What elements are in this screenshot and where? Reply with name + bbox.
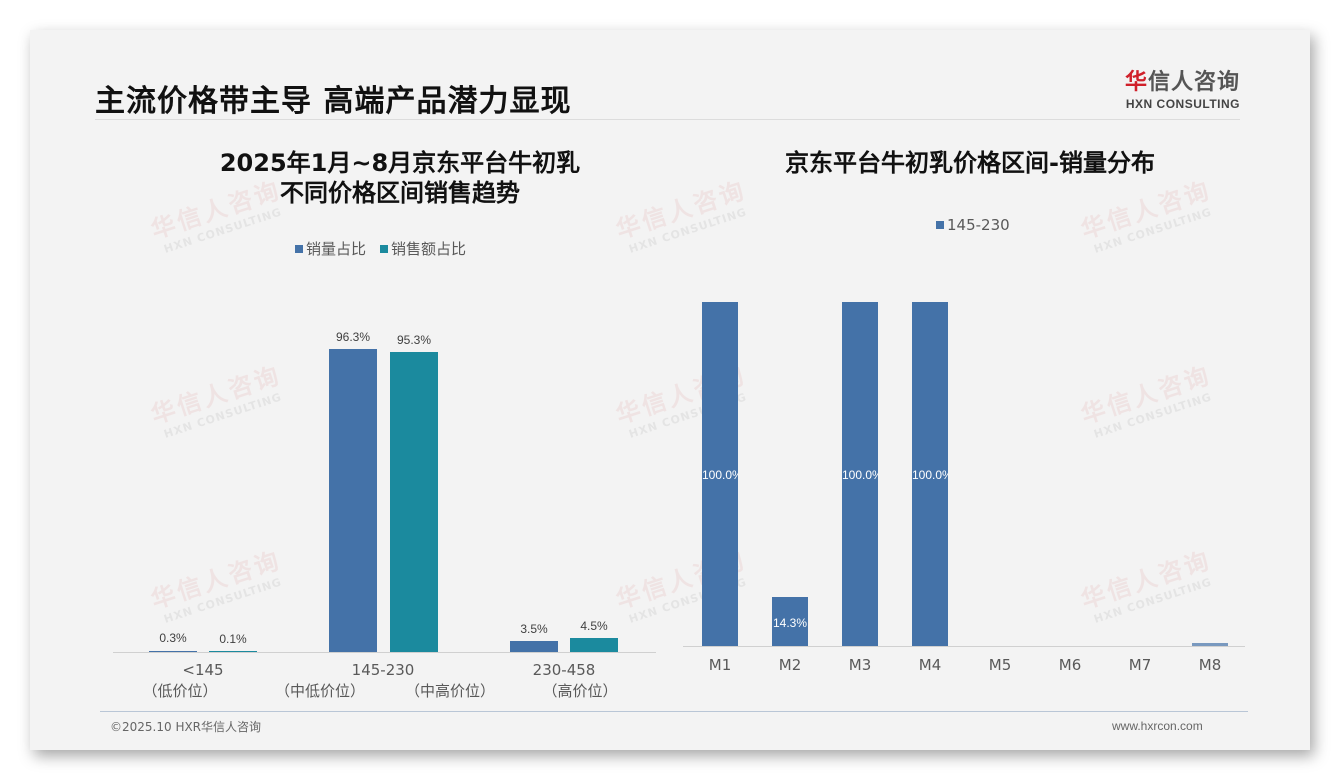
legend-item-sales-volume: 销量占比 (295, 238, 366, 259)
watermark: 华信人咨询 HXN CONSULTING (147, 361, 285, 441)
month-label: M2 (778, 656, 802, 674)
month-label: M4 (918, 656, 942, 674)
bar-m3 (842, 302, 878, 646)
left-chart-title-line2: 不同价格区间销售趋势 (280, 179, 520, 207)
logo-cn-rest: 信人咨询 (1147, 70, 1240, 95)
bar-amount-lt145 (209, 651, 257, 652)
right-chart-legend: 145-230 (936, 216, 1010, 234)
legend-label: 销量占比 (306, 240, 367, 258)
footer-divider (100, 711, 1248, 712)
left-chart-title-line1: 2025年1月~8月京东平台牛初乳 (219, 149, 581, 177)
month-label: M3 (848, 656, 872, 674)
right-chart-title: 京东平台牛初乳价格区间-销量分布 (785, 149, 1155, 177)
bar-value-label: 96.3% (335, 330, 371, 344)
legend-item-sales-amount: 销售额占比 (380, 238, 466, 259)
bar-value-label: 0.1% (219, 632, 247, 646)
category-label-145-230: 145-230 (351, 661, 415, 679)
watermark: 华信人咨询 HXN CONSULTING (147, 546, 285, 626)
footer-website: www.hxrcon.com (1112, 719, 1203, 733)
bar-value-label: 95.3% (396, 333, 432, 347)
bar-amount-145-230 (390, 352, 438, 652)
legend-swatch-icon (295, 244, 303, 253)
bar-value-label: 0.3% (159, 631, 187, 645)
watermark: 华信人咨询 HXN CONSULTING (1077, 361, 1215, 441)
logo-en: HXN CONSULTING (1125, 97, 1240, 111)
watermark: 华信人咨询 HXN CONSULTING (1077, 546, 1215, 626)
logo-cn-first: 华 (1124, 70, 1148, 95)
bar-m4 (912, 302, 948, 646)
category-sublabel-low: （低价位） (142, 682, 218, 700)
category-sublabel-high: （高价位） (542, 682, 618, 700)
month-label: M6 (1058, 656, 1082, 674)
bar-value-label: 4.5% (580, 619, 608, 633)
legend-label: 销售额占比 (391, 240, 467, 258)
left-chart-x-axis (113, 652, 656, 653)
legend-label: 145-230 (947, 216, 1010, 234)
bar-m1 (702, 302, 738, 646)
month-label: M5 (988, 656, 1012, 674)
bar-value-label: 100.0% (912, 468, 948, 482)
bar-m8 (1192, 643, 1228, 646)
category-label-230-458: 230-458 (532, 661, 596, 679)
slide: 主流价格带主导 高端产品潜力显现 华信人咨询 HXN CONSULTING 华信… (30, 30, 1310, 750)
legend-swatch-icon (380, 244, 389, 253)
bar-value-label: 100.0% (702, 468, 738, 482)
left-chart-title: 2025年1月~8月京东平台牛初乳 不同价格区间销售趋势 (160, 148, 640, 208)
bar-volume-lt145 (149, 651, 197, 652)
footer-copyright: ©2025.10 HXR华信人咨询 (110, 720, 262, 734)
bar-m2 (772, 597, 808, 646)
bar-value-label: 100.0% (842, 468, 878, 482)
category-label-lt145: <145 (182, 661, 224, 679)
category-sublabel-mid-high: （中高价位） (404, 682, 495, 700)
page-title: 主流价格带主导 高端产品潜力显现 (95, 84, 572, 119)
bar-volume-230-458 (510, 641, 558, 652)
bar-volume-145-230 (329, 349, 377, 652)
month-label: M1 (708, 656, 732, 674)
month-label: M8 (1198, 656, 1222, 674)
legend-item-145-230: 145-230 (936, 216, 1010, 234)
bar-amount-230-458 (570, 638, 618, 652)
category-sublabel-mid-low: （中低价位） (274, 682, 365, 700)
month-label: M7 (1128, 656, 1152, 674)
right-chart-x-axis (683, 646, 1245, 647)
logo-cn: 华信人咨询 (1110, 64, 1240, 96)
company-logo: 华信人咨询 HXN CONSULTING (1110, 64, 1240, 111)
title-divider (95, 119, 1240, 120)
watermark: 华信人咨询 HXN CONSULTING (1077, 176, 1215, 256)
bar-value-label: 14.3% (772, 616, 808, 630)
legend-swatch-icon (936, 221, 944, 229)
bar-value-label: 3.5% (520, 622, 548, 636)
left-chart-legend: 销量占比 销售额占比 (295, 238, 466, 259)
